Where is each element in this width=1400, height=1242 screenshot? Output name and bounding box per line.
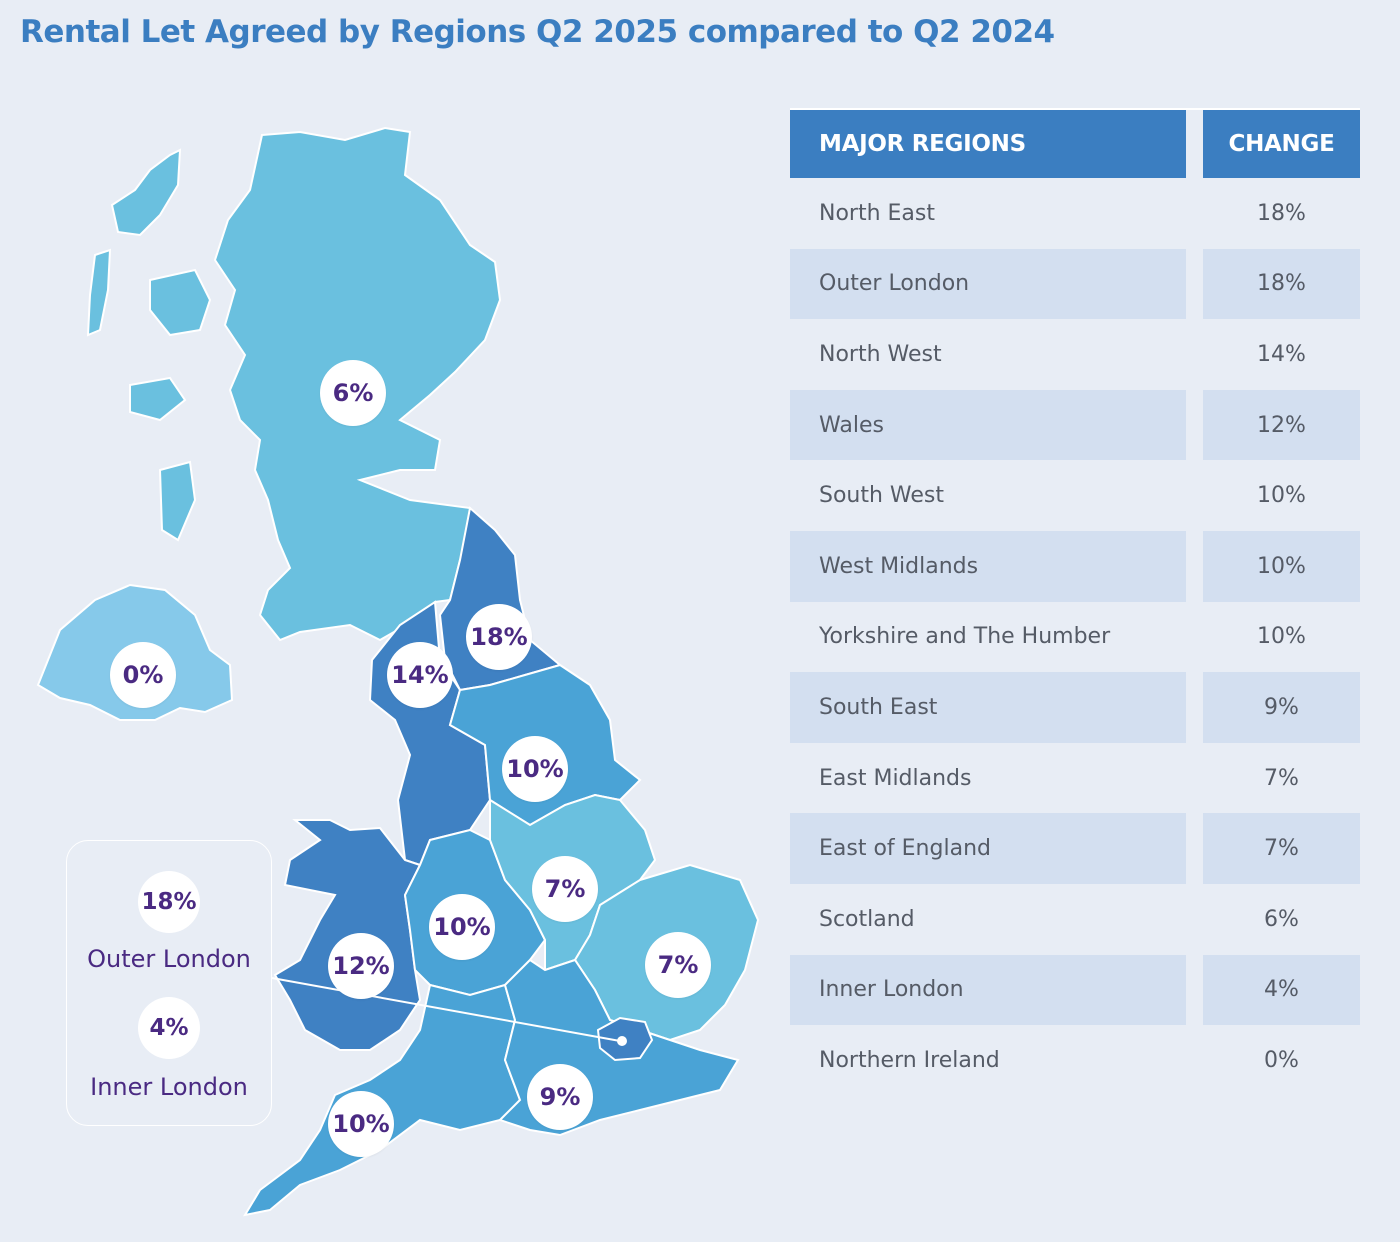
badge-wales: 12%: [328, 933, 394, 999]
badge-south-east: 9%: [527, 1064, 593, 1130]
table-body: North East 18% Outer London 18% North West 14…: [790, 178, 1360, 1096]
region-name: East of England: [790, 813, 1186, 884]
header-change: CHANGE: [1203, 110, 1360, 178]
inset-outer-london-value: 18%: [138, 871, 200, 933]
region-change: 7%: [1203, 813, 1360, 884]
inset-inner-london-value: 4%: [138, 997, 200, 1059]
island-skye: [149, 268, 212, 337]
london-inset: 18% Outer London 4% Inner London: [66, 840, 272, 1126]
region-change: 10%: [1257, 624, 1306, 650]
region-name: North West: [819, 341, 942, 367]
badge-north-west: 14%: [387, 642, 453, 708]
region-change: 7%: [1264, 765, 1299, 791]
table-row: Wales 12%: [790, 389, 1360, 461]
island-lewis: [110, 148, 182, 237]
region-name: North East: [819, 200, 935, 226]
region-change: 14%: [1257, 341, 1306, 367]
badge-south-west: 10%: [328, 1091, 394, 1157]
inset-outer-london-label: Outer London: [87, 945, 251, 973]
table-row: Outer London 18%: [790, 248, 1360, 320]
table-row: West Midlands 10%: [790, 530, 1360, 602]
table-row: North West 14%: [790, 319, 1360, 390]
inset-inner-london-label: Inner London: [90, 1073, 248, 1101]
regions-table: MAJOR REGIONS CHANGE North East 18% Outer …: [790, 108, 1360, 1096]
region-change: 10%: [1257, 483, 1306, 509]
badge-northern-ireland: 0%: [110, 642, 176, 708]
table-row: Yorkshire and The Humber 10%: [790, 602, 1360, 673]
region-name: Outer London: [790, 248, 1186, 320]
region-name: East Midlands: [819, 765, 972, 791]
region-name: South East: [790, 672, 1186, 743]
region-change: 12%: [1203, 389, 1360, 461]
table-row: Northern Ireland 0%: [790, 1025, 1360, 1096]
region-change: 18%: [1257, 200, 1306, 226]
region-name: Scotland: [819, 906, 915, 932]
island-mull: [129, 376, 187, 422]
region-name: West Midlands: [790, 530, 1186, 602]
region-change: 18%: [1203, 248, 1360, 320]
badge-north-east: 18%: [466, 604, 532, 670]
badge-west-midlands: 10%: [429, 894, 495, 960]
table-row: Inner London 4%: [790, 954, 1360, 1026]
header-major-regions: MAJOR REGIONS: [790, 110, 1186, 178]
table-header: MAJOR REGIONS CHANGE: [790, 108, 1360, 178]
page-title: Rental Let Agreed by Regions Q2 2025 com…: [20, 14, 1055, 50]
island-islay: [158, 460, 197, 542]
badge-east-midlands: 7%: [532, 856, 598, 922]
table-row: South East 9%: [790, 672, 1360, 743]
london-callout-line: [271, 977, 621, 1042]
region-change: 10%: [1203, 530, 1360, 602]
table-row: South West 10%: [790, 460, 1360, 531]
table-row: East of England 7%: [790, 813, 1360, 884]
table-row: North East 18%: [790, 178, 1360, 249]
region-change: 6%: [1264, 906, 1299, 932]
region-name: South West: [819, 483, 945, 509]
region-name: Yorkshire and The Humber: [819, 624, 1111, 650]
island-uist: [86, 248, 112, 337]
region-change: 4%: [1203, 954, 1360, 1026]
region-change: 0%: [1264, 1047, 1299, 1073]
region-name: Inner London: [790, 954, 1186, 1026]
region-name: Northern Ireland: [819, 1047, 1000, 1073]
table-row: Scotland 6%: [790, 884, 1360, 955]
region-change: 9%: [1203, 672, 1360, 743]
table-row: East Midlands 7%: [790, 743, 1360, 814]
badge-scotland: 6%: [320, 360, 386, 426]
inner-london-marker[interactable]: [617, 1036, 627, 1046]
badge-yorkshire: 10%: [502, 736, 568, 802]
region-name: Wales: [790, 389, 1186, 461]
badge-east-of-england: 7%: [645, 932, 711, 998]
